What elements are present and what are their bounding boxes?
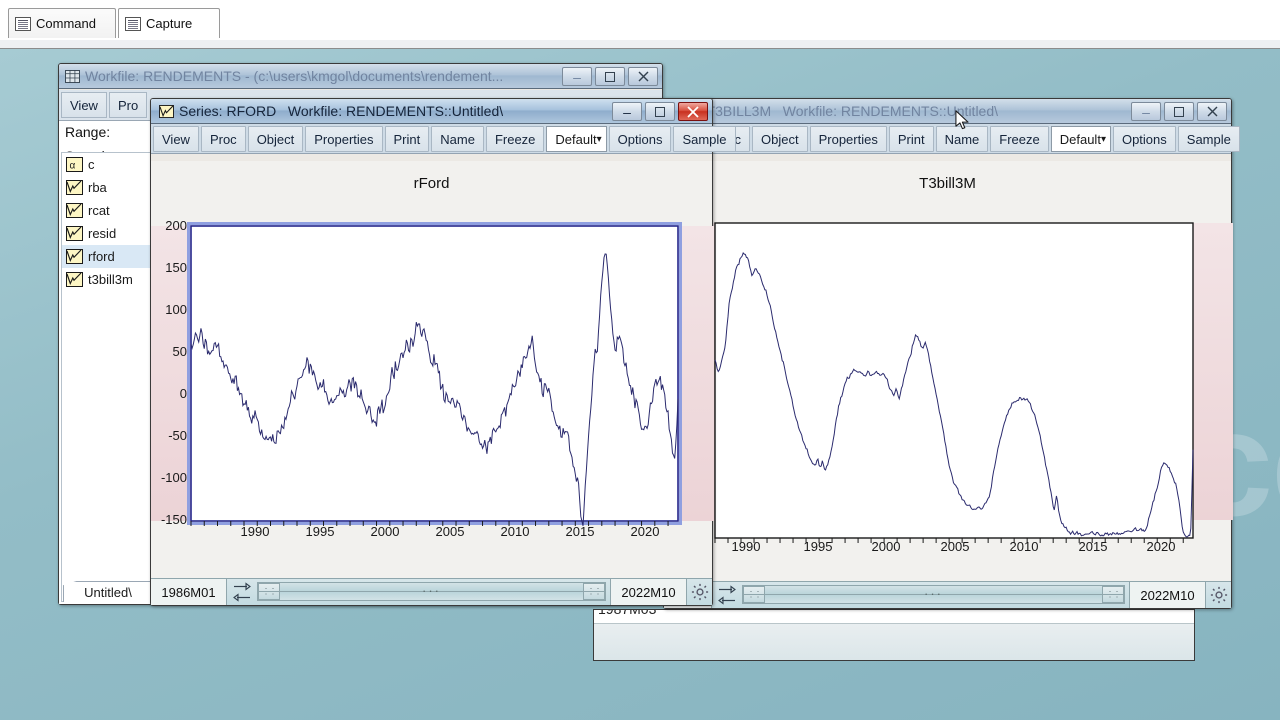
- svg-text:1990: 1990: [241, 524, 270, 539]
- svg-text:1995: 1995: [306, 524, 335, 539]
- svg-text:1995: 1995: [804, 539, 833, 554]
- svg-text:2015: 2015: [1079, 539, 1108, 554]
- svg-text:2010: 2010: [501, 524, 530, 539]
- svg-text:2005: 2005: [941, 539, 970, 554]
- svg-text:2000: 2000: [371, 524, 400, 539]
- svg-text:0: 0: [180, 386, 187, 401]
- svg-text:2000: 2000: [872, 539, 901, 554]
- svg-text:2005: 2005: [436, 524, 465, 539]
- svg-text:50: 50: [173, 344, 187, 359]
- svg-text:2020: 2020: [631, 524, 660, 539]
- svg-text:200: 200: [165, 218, 187, 233]
- svg-text:-50: -50: [168, 428, 187, 443]
- svg-text:150: 150: [165, 260, 187, 275]
- svg-text:-100: -100: [161, 470, 187, 485]
- svg-text:100: 100: [165, 302, 187, 317]
- svg-text:1990: 1990: [732, 539, 761, 554]
- svg-text:2015: 2015: [566, 524, 595, 539]
- svg-text:-150: -150: [161, 512, 187, 527]
- svg-text:α: α: [70, 161, 76, 172]
- svg-text:2020: 2020: [1147, 539, 1176, 554]
- svg-text:2010: 2010: [1010, 539, 1039, 554]
